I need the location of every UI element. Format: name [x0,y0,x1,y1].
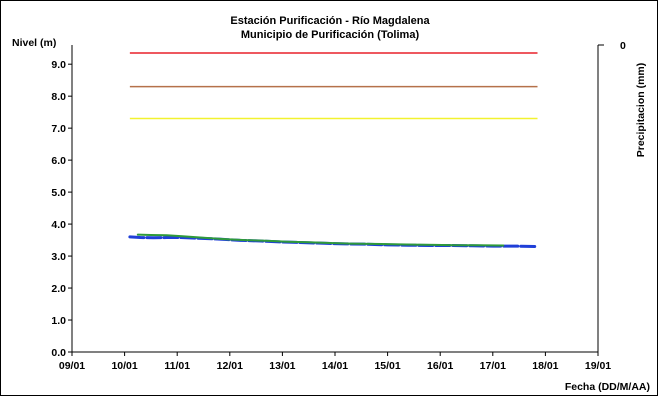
chart-subtitle: Municipio de Purificación (Tolima) [241,29,420,41]
x-tick-label: 14/01 [322,360,348,372]
x-tick-label: 10/01 [111,360,137,372]
x-tick-label: 15/01 [374,360,400,372]
y-tick-label: 9.0 [51,59,66,71]
x-axis-label: Fecha (DD/M/AA) [565,381,650,393]
y-axis-label: Nivel (m) [12,37,56,49]
x-tick-label: 18/01 [532,360,558,372]
x-tick-label: 19/01 [585,360,611,372]
y-tick-label: 2.0 [51,283,66,295]
y-tick-label: 6.0 [51,155,66,167]
x-tick-label: 16/01 [427,360,453,372]
series-line [136,233,505,247]
y-tick-label: 8.0 [51,91,66,103]
y-tick-label: 1.0 [51,315,66,327]
chart-title: Estación Purificación - Río Magdalena [230,15,430,27]
y-tick-label: 5.0 [51,187,66,199]
x-tick-label: 17/01 [480,360,506,372]
y2-axis-label: Precipitacion (mm) [635,63,647,158]
y-tick-label: 3.0 [51,251,66,263]
y2-tick-label: 0 [620,40,626,52]
x-tick-label: 12/01 [217,360,243,372]
y-tick-label: 0.0 [51,347,66,359]
y-tick-label: 4.0 [51,219,66,231]
x-tick-label: 09/01 [59,360,85,372]
y-tick-label: 7.0 [51,123,66,135]
x-tick-label: 11/01 [164,360,190,372]
x-tick-label: 13/01 [269,360,295,372]
